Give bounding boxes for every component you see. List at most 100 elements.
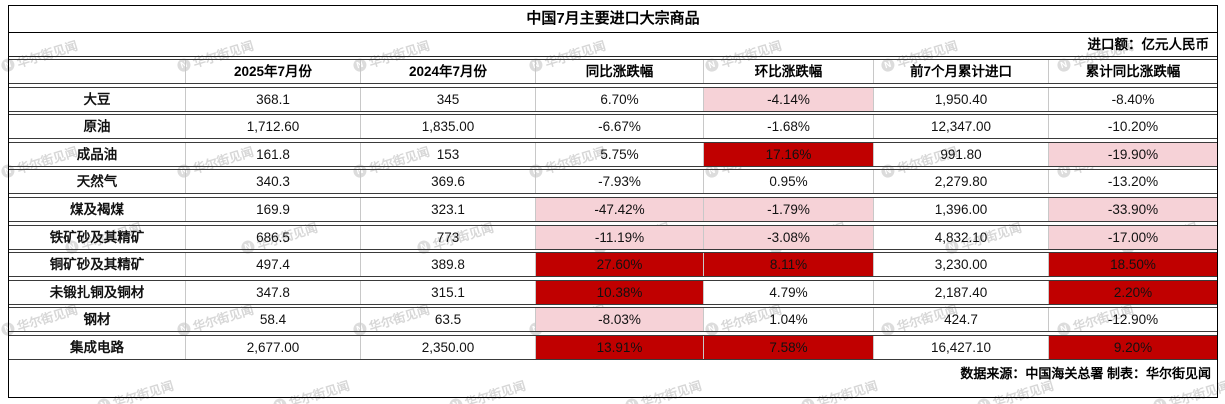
value-cell-r6-c3: 8.11% (704, 253, 874, 277)
commodity-name: 煤及褐煤 (9, 197, 186, 221)
value-cell-r2-c1: 153 (361, 142, 536, 166)
table-row: 未锻扎铜及铜材 347.8 315.1 10.38% 4.79% 2,187.40 2.20… (9, 279, 1217, 305)
value-cell-r7-c5: 2.20% (1049, 280, 1217, 304)
commodity-name: 铁矿砂及其精矿 (9, 225, 186, 249)
value-cell-r5-c2: -11.19% (536, 225, 704, 249)
value-cell-r9-c1: 2,350.00 (361, 335, 536, 359)
value-cell-r0-c3: -4.14% (704, 87, 874, 111)
value-cell-r4-c1: 323.1 (361, 197, 536, 221)
value-cell-r6-c1: 389.8 (361, 253, 536, 277)
value-cell-r5-c0: 686.5 (186, 225, 361, 249)
value-cell-r0-c0: 368.1 (186, 87, 361, 111)
wscn-logo-icon: N (623, 396, 641, 404)
value-cell-r3-c4: 2,279.80 (874, 170, 1049, 194)
table-row: 大豆 368.1 345 6.70% -4.14% 1,950.40 -8.40% (9, 86, 1217, 112)
commodity-name: 未锻扎铜及铜材 (9, 280, 186, 304)
commodity-name: 集成电路 (9, 335, 186, 359)
header-cell-0 (9, 60, 186, 83)
commodity-name: 钢材 (9, 308, 186, 332)
commodity-name: 铜矿砂及其精矿 (9, 253, 186, 277)
header-cell-5: 前7个月累计进口 (874, 60, 1049, 83)
table-row: 原油 1,712.60 1,835.00 -6.67% -1.68% 12,347.00 -… (9, 114, 1217, 140)
commodity-name: 成品油 (9, 142, 186, 166)
table-row: 天然气 340.3 369.6 -7.93% 0.95% 2,279.80 -13.20% (9, 169, 1217, 195)
value-cell-r2-c5: -19.90% (1049, 142, 1217, 166)
table-row: 铁矿砂及其精矿 686.5 773 -11.19% -3.08% 4,832.10 -17.… (9, 224, 1217, 250)
table-row: 煤及褐煤 169.9 323.1 -47.42% -1.79% 1,396.00 -33.9… (9, 196, 1217, 222)
value-cell-r0-c5: -8.40% (1111, 91, 1155, 107)
wscn-logo-icon: N (95, 396, 113, 404)
value-cell-r4-c0: 169.9 (186, 197, 361, 221)
commodity-table: 中国7月主要进口大宗商品 进口额：亿元人民币 2025年7月份 2024年7月份同… (8, 5, 1218, 398)
value-cell-r3-c5: -13.20% (1107, 174, 1159, 190)
commodity-name: 大豆 (9, 87, 186, 111)
value-cell-r0-c2: 6.70% (536, 87, 704, 111)
value-cell-r6-c5: 18.50% (1049, 253, 1217, 277)
value-cell-r4-c4: 1,396.00 (874, 197, 1049, 221)
unit-note: 进口额：亿元人民币 (9, 33, 1217, 57)
value-cell-r3-c3: 0.95% (704, 170, 874, 194)
wscn-logo-icon: N (975, 396, 993, 404)
value-cell-r1-c1: 1,835.00 (361, 115, 536, 139)
value-cell-r7-c0: 347.8 (186, 280, 361, 304)
value-cell-r5-c4: 4,832.10 (874, 225, 1049, 249)
value-cell-r7-c4: 2,187.40 (874, 280, 1049, 304)
value-cell-r3-c2: -7.93% (536, 170, 704, 194)
value-cell-r1-c0: 1,712.60 (186, 115, 361, 139)
value-cell-r2-c3: 17.16% (704, 142, 874, 166)
value-cell-r9-c4: 16,427.10 (874, 335, 1049, 359)
value-cell-r5-c1: 773 (361, 225, 536, 249)
value-cell-r8-c0: 58.4 (186, 308, 361, 332)
value-cell-r3-c1: 369.6 (361, 170, 536, 194)
wscn-logo-icon: N (799, 396, 817, 404)
value-cell-r2-c2: 5.75% (536, 142, 704, 166)
header-cell-3: 同比涨跌幅 (536, 60, 704, 83)
value-cell-r5-c5: -17.00% (1049, 225, 1217, 249)
commodity-name: 天然气 (9, 170, 186, 194)
value-cell-r9-c3: 7.58% (704, 335, 874, 359)
value-cell-r3-c0: 340.3 (186, 170, 361, 194)
value-cell-r0-c1: 345 (361, 87, 536, 111)
value-cell-r6-c4: 3,230.00 (874, 253, 1049, 277)
value-cell-r8-c3: 1.04% (704, 308, 874, 332)
wscn-logo-icon: N (447, 396, 465, 404)
value-cell-r9-c5: 9.20% (1049, 335, 1217, 359)
value-cell-r6-c2: 27.60% (536, 253, 704, 277)
table-row: 铜矿砂及其精矿 497.4 389.8 27.60% 8.11% 3,230.00 18.5… (9, 252, 1217, 278)
wscn-logo-icon: N (271, 396, 289, 404)
header-cell-1: 2025年7月份 (186, 60, 361, 83)
table-row: 集成电路 2,677.00 2,350.00 13.91% 7.58% 16,427.10… (9, 334, 1217, 360)
value-cell-r8-c1: 63.5 (361, 308, 536, 332)
table-row: 成品油 161.8 153 5.75% 17.16% 991.80 -19.90% (9, 141, 1217, 167)
table-row: 钢材 58.4 63.5 -8.03% 1.04% 424.7 -12.90% (9, 307, 1217, 333)
value-cell-r6-c0: 497.4 (186, 253, 361, 277)
value-cell-r7-c2: 10.38% (536, 280, 704, 304)
header-row: 2025年7月份 2024年7月份 同比涨跌幅 环比涨跌幅 前7个月累计进口 累计同比涨跌… (9, 59, 1217, 84)
value-cell-r5-c3: -3.08% (704, 225, 874, 249)
value-cell-r4-c2: -47.42% (536, 197, 704, 221)
value-cell-r7-c1: 315.1 (361, 280, 536, 304)
value-cell-r4-c3: -1.79% (704, 197, 874, 221)
value-cell-r8-c2: -8.03% (536, 308, 704, 332)
value-cell-r2-c4: 991.80 (874, 142, 1049, 166)
value-cell-r9-c2: 13.91% (536, 335, 704, 359)
value-cell-r1-c5: -10.20% (1107, 119, 1159, 135)
value-cell-r7-c3: 4.79% (704, 280, 874, 304)
wscn-logo-icon: N (1151, 396, 1169, 404)
commodity-name: 原油 (9, 115, 186, 139)
value-cell-r2-c0: 161.8 (186, 142, 361, 166)
value-cell-r9-c0: 2,677.00 (186, 335, 361, 359)
value-cell-r8-c4: 424.7 (874, 308, 1049, 332)
value-cell-r1-c3: -1.68% (704, 115, 874, 139)
value-cell-r0-c4: 1,950.40 (874, 87, 1049, 111)
value-cell-r1-c2: -6.67% (536, 115, 704, 139)
value-cell-r1-c4: 12,347.00 (874, 115, 1049, 139)
header-cell-6: 累计同比涨跌幅 (1085, 64, 1181, 79)
value-cell-r8-c5: -12.90% (1107, 312, 1159, 328)
value-cell-r4-c5: -33.90% (1049, 197, 1217, 221)
source-note: 数据来源：中国海关总署 制表：华尔街见闻 (960, 365, 1211, 381)
table-body: 大豆 368.1 345 6.70% -4.14% 1,950.40 -8.40% 原油 1,7… (9, 86, 1217, 360)
header-cell-2: 2024年7月份 (361, 60, 536, 83)
table-title: 中国7月主要进口大宗商品 (9, 6, 1217, 33)
